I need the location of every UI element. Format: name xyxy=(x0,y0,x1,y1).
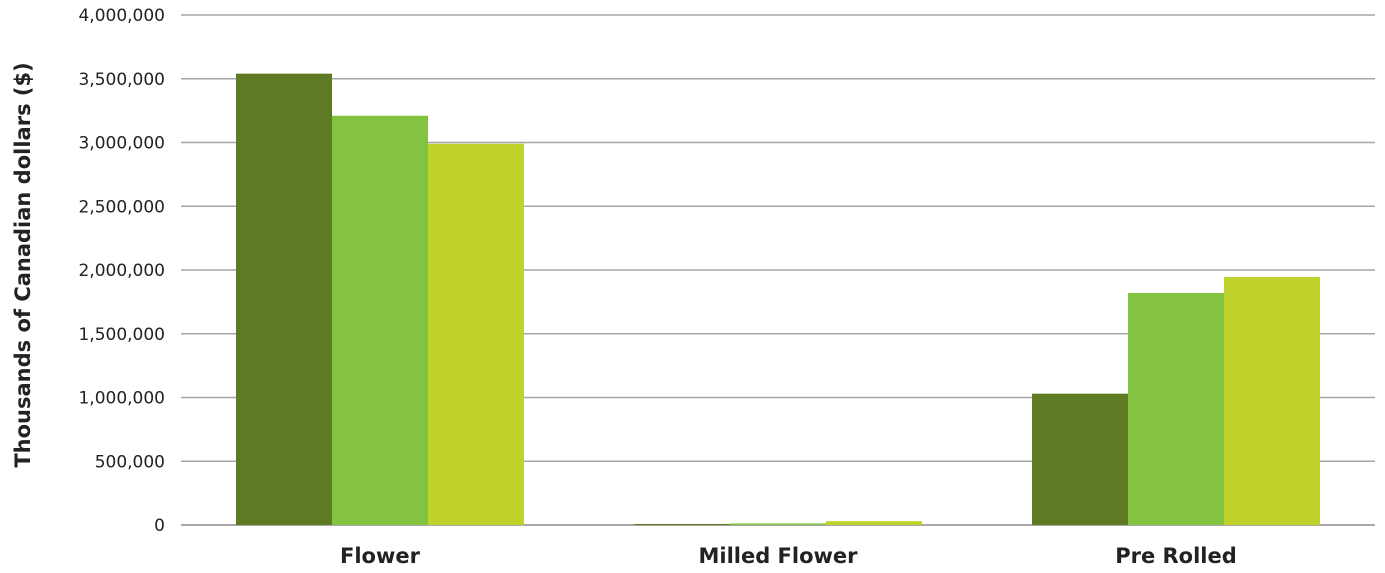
y-tick-label: 2,000,000 xyxy=(78,261,165,281)
y-tick-label: 4,000,000 xyxy=(78,6,165,26)
bar xyxy=(236,73,332,526)
y-tick-label: 500,000 xyxy=(95,452,165,472)
y-tick-label: 2,500,000 xyxy=(78,197,165,217)
x-category-label: Milled Flower xyxy=(698,544,858,568)
x-category-label: Pre Rolled xyxy=(1115,544,1237,568)
y-axis-title: Thousands of Canadian dollars ($) xyxy=(11,62,35,467)
x-axis-categories: Flower Milled Flower Pre Rolled xyxy=(340,544,1237,568)
y-tick-label: 1,500,000 xyxy=(78,325,165,345)
x-category-label: Flower xyxy=(340,544,421,568)
bar xyxy=(1224,277,1320,525)
bar xyxy=(332,115,428,525)
bars xyxy=(236,73,1320,526)
y-tick-label: 3,000,000 xyxy=(78,134,165,154)
bar xyxy=(1128,292,1224,525)
bar xyxy=(730,523,826,525)
y-tick-label: 3,500,000 xyxy=(78,70,165,90)
bar xyxy=(1032,393,1128,525)
bar xyxy=(634,523,730,525)
y-tick-label: 1,000,000 xyxy=(78,389,165,409)
bar xyxy=(428,143,524,525)
y-tick-label: 0 xyxy=(154,516,165,536)
bar xyxy=(826,521,922,525)
y-axis-ticks: 0 500,000 1,000,000 1,500,000 2,000,000 2,500… xyxy=(78,6,165,536)
